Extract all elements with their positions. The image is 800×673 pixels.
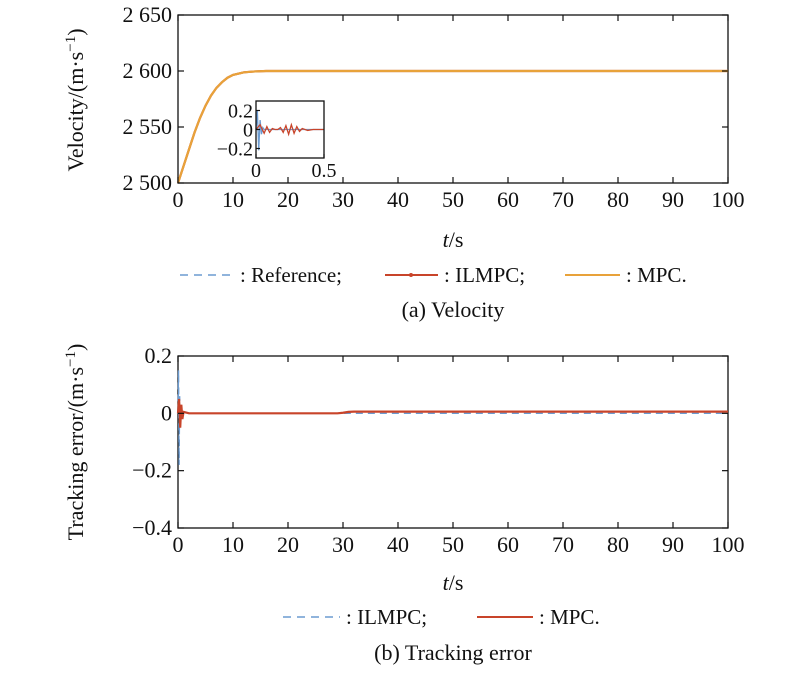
y-tick-label: 0 bbox=[161, 400, 172, 425]
x-tick-label: 50 bbox=[442, 187, 464, 212]
x-tick-label: 0 bbox=[173, 532, 184, 557]
y-tick-label: 2 650 bbox=[123, 2, 173, 27]
x-tick-label: 10 bbox=[222, 187, 244, 212]
velocity-legend: : Reference; : ILMPC; : MPC. bbox=[180, 263, 687, 287]
velocity-caption: (a) Velocity bbox=[402, 297, 505, 322]
tracking-error-y-ticks: 0.2 0 −0.2 −0.4 bbox=[132, 343, 728, 540]
x-tick-label: 30 bbox=[332, 187, 354, 212]
x-tick-label: 90 bbox=[662, 532, 684, 557]
inset-x-tick-label: 0 bbox=[251, 160, 261, 182]
x-tick-label: 70 bbox=[552, 532, 574, 557]
legend-mpc-label: : MPC. bbox=[626, 263, 687, 287]
series-line-0 bbox=[177, 370, 728, 465]
tracking-error-series-group bbox=[176, 370, 728, 465]
x-tick-label: 80 bbox=[607, 187, 629, 212]
legend-ilmpc-label: : ILMPC; bbox=[444, 263, 525, 287]
x-tick-label: 40 bbox=[387, 187, 409, 212]
inset-x-tick-label: 0.5 bbox=[312, 160, 337, 182]
x-tick-label: 20 bbox=[277, 532, 299, 557]
tracking-error-plot-frame bbox=[177, 355, 729, 529]
legend-mpc-error-label: : MPC. bbox=[539, 605, 600, 629]
series-line-2 bbox=[176, 69, 728, 184]
x-tick-label: 30 bbox=[332, 532, 354, 557]
tracking-error-x-ticks: 0 10 20 30 40 50 60 70 80 90 100 bbox=[173, 356, 745, 557]
x-tick-label: 50 bbox=[442, 532, 464, 557]
x-tick-label: 100 bbox=[712, 532, 745, 557]
inset-y-tick-label: 0.2 bbox=[228, 101, 253, 123]
y-tick-label: 2 550 bbox=[123, 114, 173, 139]
x-tick-label: 20 bbox=[277, 187, 299, 212]
velocity-y-ticks: 2 500 2 550 2 600 2 650 bbox=[123, 2, 728, 195]
legend-ilmpc-marker bbox=[409, 273, 413, 277]
x-tick-label: 70 bbox=[552, 187, 574, 212]
legend-ilmpc-error-label: : ILMPC; bbox=[346, 605, 427, 629]
inset-ticks: 0 0.50.20−0.2 bbox=[217, 101, 337, 183]
legend-reference-label: : Reference; bbox=[240, 263, 342, 287]
y-tick-label: 2 600 bbox=[123, 58, 173, 83]
velocity-series-group bbox=[176, 69, 728, 184]
tracking-error-caption: (b) Tracking error bbox=[374, 640, 532, 665]
x-tick-label: 60 bbox=[497, 532, 519, 557]
tracking-error-chart: 0.2 0 −0.2 −0.4 0 10 20 30 40 50 60 70 80 90 100 Trac… bbox=[63, 343, 745, 665]
tracking-error-y-axis-title: Tracking error/(m·s−1) bbox=[63, 344, 88, 541]
velocity-x-axis-title: t/s bbox=[443, 227, 464, 252]
inset-series-line-1 bbox=[255, 122, 324, 137]
x-tick-label: 0 bbox=[173, 187, 184, 212]
x-tick-label: 10 bbox=[222, 532, 244, 557]
inset-series-group bbox=[255, 110, 324, 151]
velocity-inset: 0 0.50.20−0.2 bbox=[217, 100, 337, 183]
y-tick-label: 0.2 bbox=[145, 343, 173, 368]
x-tick-label: 80 bbox=[607, 532, 629, 557]
tracking-error-x-axis-title: t/s bbox=[443, 570, 464, 595]
velocity-y-axis-title: Velocity/(m·s−1) bbox=[63, 28, 88, 171]
y-tick-label: −0.2 bbox=[132, 458, 172, 483]
velocity-chart: 2 500 2 550 2 600 2 650 0 10 20 30 40 50 60 70 80 90… bbox=[63, 2, 745, 322]
inset-y-tick-label: 0 bbox=[243, 120, 253, 142]
x-tick-label: 60 bbox=[497, 187, 519, 212]
inset-y-tick-label: −0.2 bbox=[217, 139, 253, 161]
x-tick-label: 40 bbox=[387, 532, 409, 557]
y-tick-label: −0.4 bbox=[132, 515, 172, 540]
tracking-error-legend: : ILMPC; : MPC. bbox=[283, 605, 600, 629]
x-tick-label: 90 bbox=[662, 187, 684, 212]
series-line-1 bbox=[176, 398, 728, 428]
velocity-x-ticks: 0 10 20 30 40 50 60 70 80 90 100 bbox=[173, 15, 745, 212]
x-tick-label: 100 bbox=[712, 187, 745, 212]
y-tick-label: 2 500 bbox=[123, 170, 173, 195]
